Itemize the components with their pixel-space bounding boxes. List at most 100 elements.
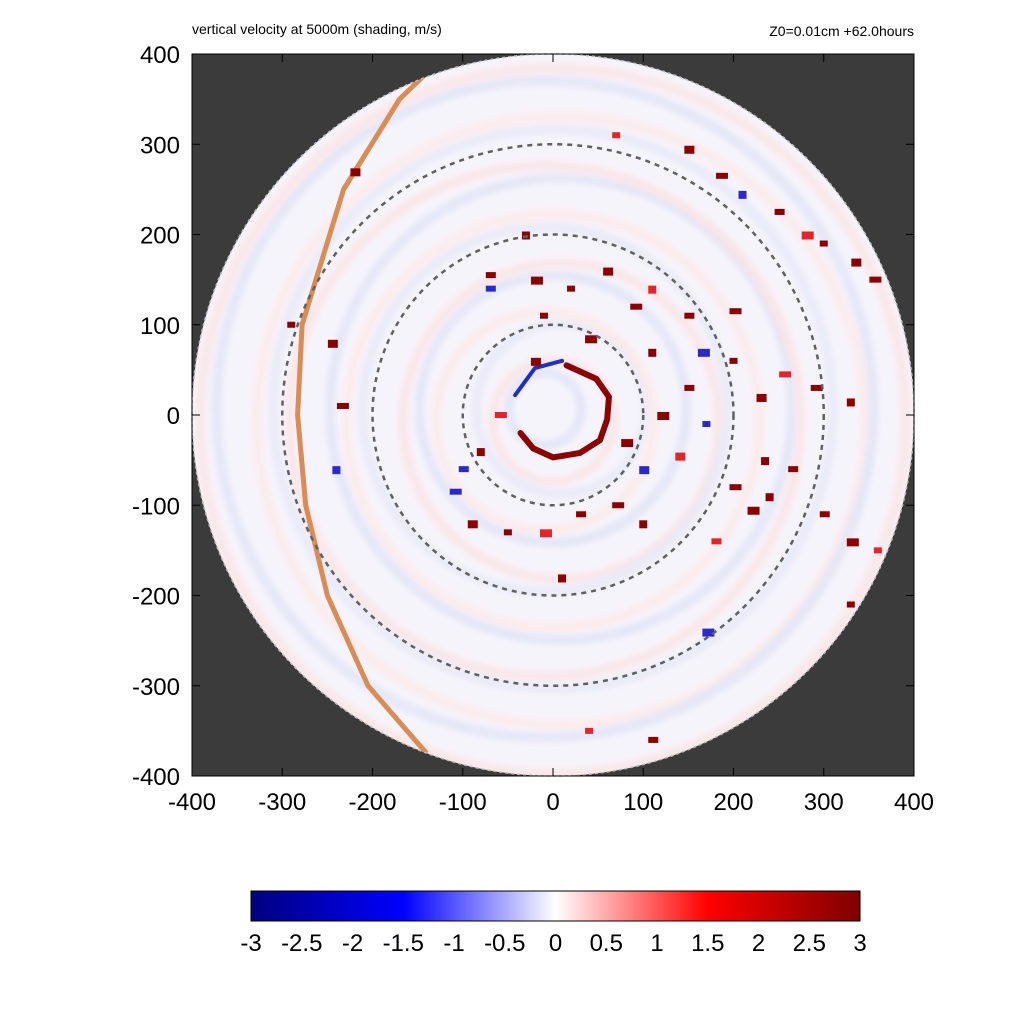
convective-cell	[702, 421, 711, 428]
eyewall-updraft	[517, 362, 612, 461]
range-ring	[461, 323, 645, 507]
convective-cell	[585, 335, 598, 344]
x-tick-label: -200	[348, 789, 396, 816]
x-tick-label: -100	[439, 789, 487, 816]
x-tick-label: 200	[713, 789, 753, 816]
x-tick-label: 400	[894, 789, 934, 816]
convective-cell	[567, 285, 576, 292]
range-ring	[371, 233, 735, 597]
colorbar-tick-label: 0	[549, 930, 562, 957]
y-tick-label: 400	[140, 42, 180, 69]
convective-cell	[684, 145, 695, 154]
shading-band	[414, 270, 692, 548]
convective-cell	[869, 276, 882, 283]
colorbar-tick-label: -2	[342, 930, 363, 957]
colorbar-tick-label: -2.5	[281, 930, 322, 957]
convective-cell	[819, 240, 828, 247]
convective-cell	[711, 538, 722, 545]
convective-cell	[530, 357, 541, 366]
chart-title: vertical velocity at 5000m (shading, m/s…	[192, 21, 442, 37]
shading-band	[268, 124, 838, 694]
convective-cell	[503, 529, 512, 536]
track-line	[295, 54, 449, 756]
convective-cell	[738, 190, 747, 199]
convective-cell	[851, 258, 862, 267]
colorbar-tick-label: 1	[650, 930, 663, 957]
convective-cell	[801, 231, 814, 240]
convective-cell	[350, 168, 361, 177]
y-tick-label: 200	[140, 223, 180, 250]
x-tick-label: 100	[623, 789, 663, 816]
convective-cell	[530, 276, 543, 285]
convective-cell	[327, 339, 338, 348]
convective-cell	[729, 484, 742, 491]
convective-cell	[702, 628, 715, 637]
convective-cell	[458, 466, 469, 473]
shading-band	[503, 367, 587, 451]
y-tick-label: -300	[132, 674, 180, 701]
convective-cell	[539, 529, 552, 538]
convective-cell	[485, 285, 496, 292]
convective-cell	[761, 457, 770, 466]
convective-cell	[675, 452, 686, 461]
chart-subtitle: Z0=0.01cm +62.0hours	[769, 23, 914, 39]
shading-band	[487, 355, 619, 487]
convective-cell	[873, 547, 882, 554]
convective-cell	[485, 272, 496, 279]
y-tick-label: -200	[132, 584, 180, 611]
y-tick-label: 0	[167, 403, 180, 430]
y-tick-label: -100	[132, 493, 180, 520]
colorbar-ticks: -3 -2.5 -2 -1.5 -1 -0.5 0 0.5 1 1.5 2 2.5 3	[240, 930, 866, 957]
colorbar-tick-label: -1.5	[383, 930, 424, 957]
y-tick-label: 100	[140, 313, 180, 340]
convective-cell	[630, 303, 643, 310]
convective-cell	[747, 506, 760, 515]
convective-cell	[779, 371, 792, 378]
convective-cell	[449, 488, 462, 495]
convective-cell	[756, 393, 767, 402]
colorbar-tick-label: -1	[443, 930, 464, 957]
convective-cell	[612, 132, 621, 139]
convective-cell	[810, 384, 823, 391]
convective-cell	[684, 312, 695, 319]
y-tick-label: -400	[132, 764, 180, 791]
convective-cell	[846, 398, 855, 407]
colorbar	[250, 890, 861, 922]
convective-cell	[697, 348, 710, 357]
shading-band	[284, 160, 806, 682]
colorbar-tick-label: 3	[853, 930, 866, 957]
shading-band	[251, 111, 871, 731]
axes: -400 -300 -200 -100 0 100 200 300 400 400 300 200 10…	[132, 42, 934, 816]
convective-cell	[774, 208, 785, 215]
convective-cell	[612, 502, 625, 509]
convective-cell	[765, 493, 774, 502]
x-tick-label: -400	[168, 789, 216, 816]
convective-cell	[715, 172, 728, 179]
colorbar-tick-label: -0.5	[484, 930, 525, 957]
domain-shading	[195, 54, 911, 776]
convective-cell	[494, 412, 507, 418]
convective-cell	[603, 267, 614, 276]
shading-band	[341, 209, 765, 633]
convective-cell	[539, 312, 548, 319]
convective-cell	[332, 466, 341, 475]
convective-cell	[788, 466, 799, 473]
convective-cell	[476, 448, 485, 457]
range-ring	[281, 143, 825, 687]
colorbar-tick-label: 2.5	[793, 930, 826, 957]
colorbar-tick-label: 1.5	[691, 930, 724, 957]
shading-band	[324, 172, 798, 646]
x-tick-label: -300	[258, 789, 306, 816]
convective-cell	[576, 511, 587, 518]
convective-cell	[684, 384, 695, 391]
convective-cell	[639, 466, 650, 475]
colorbar-tick-label: -3	[240, 930, 261, 957]
y-tick-label: 300	[140, 132, 180, 159]
convective-cell	[467, 520, 478, 529]
convective-cell	[585, 727, 594, 734]
convective-cell	[621, 439, 634, 448]
convective-cell	[287, 321, 296, 328]
convective-cell	[657, 412, 670, 420]
colorbar-tick-label: 2	[752, 930, 765, 957]
